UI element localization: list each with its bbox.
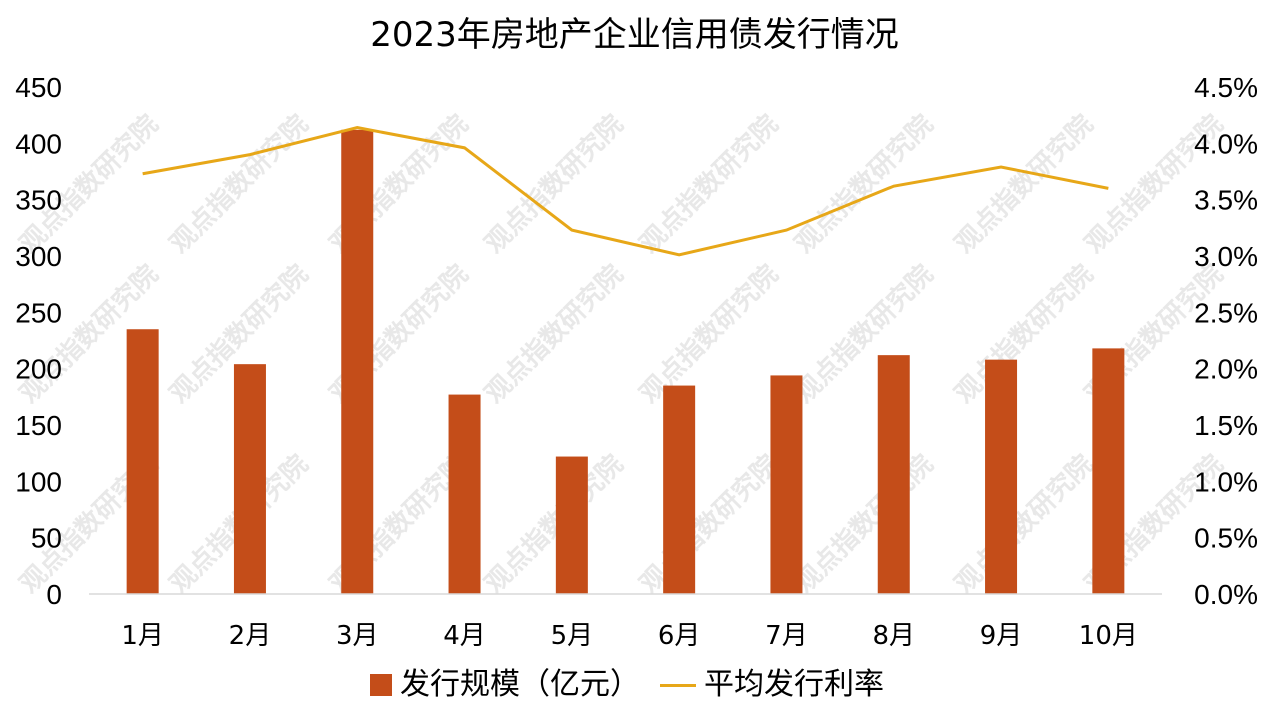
- watermark-text: 观点指数研究院: [949, 449, 1100, 600]
- x-tick-label: 7月: [765, 621, 808, 651]
- watermark-text: 观点指数研究院: [949, 109, 1100, 260]
- legend-label-volume: 发行规模（亿元）: [400, 667, 640, 702]
- x-tick-label: 6月: [658, 621, 701, 651]
- watermark-text: 观点指数研究院: [164, 109, 315, 260]
- legend: 发行规模（亿元） 平均发行利率: [0, 664, 1269, 708]
- legend-label-rate: 平均发行利率: [704, 667, 884, 702]
- chart-title: 2023年房地产企业信用债发行情况: [370, 15, 899, 55]
- legend-item-rate: 平均发行利率: [660, 664, 884, 706]
- right-tick-label: 1.0%: [1194, 466, 1258, 497]
- right-tick-label: 0.0%: [1194, 579, 1258, 610]
- left-tick-label: 50: [31, 523, 62, 554]
- x-tick-label: 4月: [443, 621, 486, 651]
- watermark-layer: 观点指数研究院 观点指数研究院 观点指数研究院 观点指数研究院 观点指数研究院 观点指数研…: [14, 109, 1230, 600]
- watermark-text: 观点指数研究院: [479, 259, 630, 410]
- right-tick-label: 2.0%: [1194, 354, 1258, 385]
- bar-series: [126, 129, 1125, 594]
- right-tick-label: 4.5%: [1194, 72, 1258, 103]
- left-tick-label: 200: [15, 354, 62, 385]
- left-tick-label: 150: [15, 410, 62, 441]
- right-tick-label: 3.0%: [1194, 241, 1258, 272]
- x-tick-label: 1月: [121, 621, 164, 651]
- x-tick-label: 10月: [1079, 621, 1138, 651]
- x-tick-label: 2月: [229, 621, 272, 651]
- legend-swatch-bar: [370, 674, 392, 696]
- watermark-text: 观点指数研究院: [789, 259, 940, 410]
- bar-8: [877, 355, 910, 594]
- bar-7: [770, 375, 803, 594]
- right-tick-label: 3.5%: [1194, 185, 1258, 216]
- bar-4: [448, 394, 481, 594]
- bar-9: [985, 359, 1018, 594]
- watermark-text: 观点指数研究院: [789, 449, 940, 600]
- x-axis-labels: 1月 2月 3月 4月 5月 6月 7月 8月 9月 10月: [121, 621, 1138, 651]
- left-tick-label: 300: [15, 241, 62, 272]
- line-series-rate: [142, 126, 1109, 257]
- bar-3: [341, 129, 374, 594]
- bar-6: [663, 385, 696, 594]
- watermark-text: 观点指数研究院: [789, 109, 940, 260]
- watermark-text: 观点指数研究院: [479, 449, 630, 600]
- left-tick-label: 350: [15, 185, 62, 216]
- left-tick-label: 250: [15, 297, 62, 328]
- watermark-text: 观点指数研究院: [949, 259, 1100, 410]
- legend-swatch-line: [660, 683, 696, 687]
- left-axis-ticks: 0 50 100 150 200 250 300 350 400 450: [15, 72, 62, 610]
- right-axis-ticks: 0.0% 0.5% 1.0% 1.5% 2.0% 2.5% 3.0% 3.5% 4.0% 4.5%: [1194, 72, 1258, 610]
- right-tick-label: 2.5%: [1194, 297, 1258, 328]
- x-tick-label: 8月: [872, 621, 915, 651]
- bar-2: [233, 364, 266, 594]
- bar-5: [555, 456, 588, 594]
- legend-item-volume: 发行规模（亿元）: [370, 664, 640, 706]
- watermark-text: 观点指数研究院: [634, 259, 785, 410]
- x-tick-label: 5月: [551, 621, 594, 651]
- left-tick-label: 400: [15, 128, 62, 159]
- right-tick-label: 4.0%: [1194, 128, 1258, 159]
- watermark-text: 观点指数研究院: [634, 449, 785, 600]
- bar-1: [126, 329, 159, 594]
- left-tick-label: 450: [15, 72, 62, 103]
- x-tick-label: 3月: [336, 621, 379, 651]
- bar-10: [1092, 348, 1125, 594]
- x-tick-label: 9月: [980, 621, 1023, 651]
- left-tick-label: 100: [15, 466, 62, 497]
- right-tick-label: 0.5%: [1194, 523, 1258, 554]
- left-tick-label: 0: [46, 579, 62, 610]
- right-tick-label: 1.5%: [1194, 410, 1258, 441]
